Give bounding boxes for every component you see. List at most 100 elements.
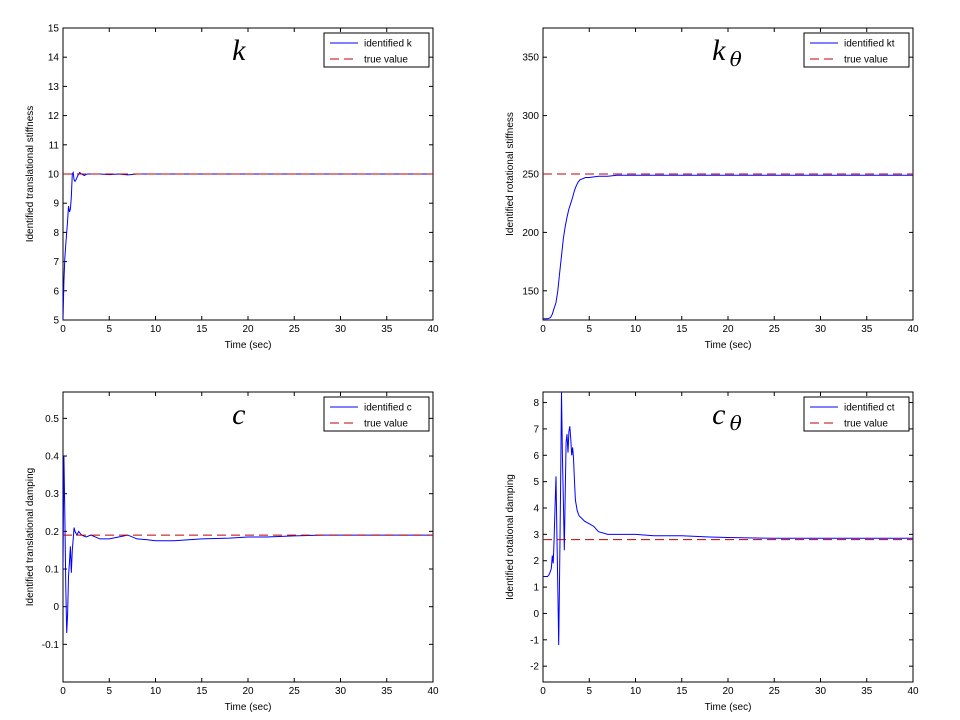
- panel-title: c: [232, 398, 245, 431]
- x-tick-label: 40: [907, 686, 919, 697]
- x-tick-label: 0: [540, 324, 546, 335]
- legend: identified ct true value: [803, 396, 910, 432]
- x-tick-label: 30: [335, 324, 347, 335]
- legend-box: [803, 32, 910, 68]
- y-tick-label: 3: [533, 530, 539, 541]
- series-line-identified: [63, 455, 433, 634]
- x-axis-label: Time (sec): [705, 340, 752, 351]
- x-tick-label: 5: [106, 686, 112, 697]
- panel-2: 0 5 10 15 20 25 30 35 40 150 200 250 300 350 Time (sec…: [505, 27, 919, 351]
- y-tick-label: 0: [53, 602, 59, 613]
- y-tick-label: 0.4: [45, 452, 59, 463]
- x-axis-label: Time (sec): [705, 702, 752, 713]
- series-line-identified: [543, 174, 913, 320]
- x-tick-label: 25: [769, 686, 781, 697]
- x-tick-label: 0: [540, 686, 546, 697]
- y-axis-label: Identified rotational damping: [505, 474, 516, 600]
- legend: identified c true value: [323, 396, 430, 432]
- panel-3: 0 5 10 15 20 25 30 35 40 -0.1 0 0.1 0.2 0.3 0.4 0.5 Time…: [25, 391, 439, 713]
- x-tick-label: 15: [676, 324, 688, 335]
- x-tick-label: 30: [815, 324, 827, 335]
- y-tick-label: 7: [53, 257, 59, 268]
- y-tick-label: 15: [48, 24, 60, 35]
- x-tick-label: 10: [150, 324, 162, 335]
- y-tick-label: 2: [533, 556, 539, 567]
- y-tick-label: 14: [48, 53, 60, 64]
- legend-entry: identified c: [364, 403, 412, 414]
- y-tick-label: 9: [53, 199, 59, 210]
- y-axis-label: Identified translational damping: [25, 468, 36, 606]
- x-tick-label: 25: [769, 324, 781, 335]
- panel-title: k: [232, 34, 246, 67]
- legend-entry: identified ct: [844, 403, 895, 414]
- y-tick-label: 0: [533, 609, 539, 620]
- x-tick-label: 5: [586, 686, 592, 697]
- x-axis-label: Time (sec): [225, 340, 272, 351]
- y-tick-label: 8: [533, 398, 539, 409]
- panel-4: 0 5 10 15 20 25 30 35 40 -2 -1 0 1 2 3 4 5 6 7 8 Time (sec) I…: [505, 391, 919, 713]
- x-tick-label: 0: [60, 324, 66, 335]
- legend-entry: true value: [364, 55, 408, 66]
- series-line-identified: [543, 392, 913, 646]
- legend-entry: true value: [364, 419, 408, 430]
- legend: identified k true value: [323, 32, 430, 68]
- y-tick-label: 6: [533, 451, 539, 462]
- x-axis-label: Time (sec): [225, 702, 272, 713]
- y-tick-label: 6: [53, 286, 59, 297]
- x-tick-label: 40: [427, 324, 439, 335]
- y-tick-label: -2: [530, 662, 539, 673]
- y-tick-label: 1: [533, 583, 539, 594]
- x-tick-label: 25: [289, 324, 301, 335]
- y-tick-label: 150: [522, 286, 539, 297]
- x-tick-label: 25: [289, 686, 301, 697]
- y-tick-label: -1: [530, 635, 539, 646]
- x-tick-label: 10: [630, 324, 642, 335]
- y-tick-label: -0.1: [42, 640, 60, 651]
- y-tick-label: 4: [533, 504, 539, 515]
- panel-title-subscript: θ: [730, 47, 742, 71]
- x-tick-label: 30: [335, 686, 347, 697]
- x-tick-label: 20: [722, 324, 734, 335]
- y-tick-label: 200: [522, 228, 539, 239]
- legend: identified kt true value: [803, 32, 910, 68]
- series-line-identified: [63, 170, 433, 320]
- y-tick-label: 0.3: [45, 489, 59, 500]
- y-tick-label: 13: [48, 82, 60, 93]
- x-tick-label: 35: [381, 686, 393, 697]
- y-tick-label: 5: [53, 316, 59, 327]
- y-tick-label: 0.2: [45, 527, 59, 538]
- y-tick-label: 300: [522, 111, 539, 122]
- panel-title: k: [712, 34, 726, 67]
- x-tick-label: 10: [150, 686, 162, 697]
- y-tick-label: 5: [533, 477, 539, 488]
- y-axis-label: Identified translational stiffness: [25, 106, 36, 243]
- x-tick-label: 35: [381, 324, 393, 335]
- x-tick-label: 20: [242, 324, 254, 335]
- y-tick-label: 0.5: [45, 414, 59, 425]
- x-tick-label: 40: [907, 324, 919, 335]
- y-tick-label: 250: [522, 170, 539, 181]
- legend-entry: identified k: [364, 39, 413, 50]
- legend-entry: true value: [844, 419, 888, 430]
- x-tick-label: 15: [676, 686, 688, 697]
- x-tick-label: 10: [630, 686, 642, 697]
- y-tick-label: 7: [533, 424, 539, 435]
- x-tick-label: 30: [815, 686, 827, 697]
- y-axis-label: Identified rotational stiffness: [505, 112, 516, 236]
- x-tick-label: 0: [60, 686, 66, 697]
- legend-box: [323, 32, 430, 68]
- legend-box: [803, 396, 910, 432]
- x-tick-label: 15: [196, 324, 208, 335]
- panel-title: c: [712, 398, 725, 431]
- y-tick-label: 12: [48, 111, 60, 122]
- legend-entry: identified kt: [844, 39, 895, 50]
- y-tick-label: 0.1: [45, 565, 59, 576]
- x-tick-label: 20: [242, 686, 254, 697]
- y-tick-label: 10: [48, 170, 60, 181]
- x-tick-label: 40: [427, 686, 439, 697]
- x-tick-label: 20: [722, 686, 734, 697]
- x-tick-label: 15: [196, 686, 208, 697]
- x-tick-label: 5: [586, 324, 592, 335]
- x-tick-label: 35: [861, 324, 873, 335]
